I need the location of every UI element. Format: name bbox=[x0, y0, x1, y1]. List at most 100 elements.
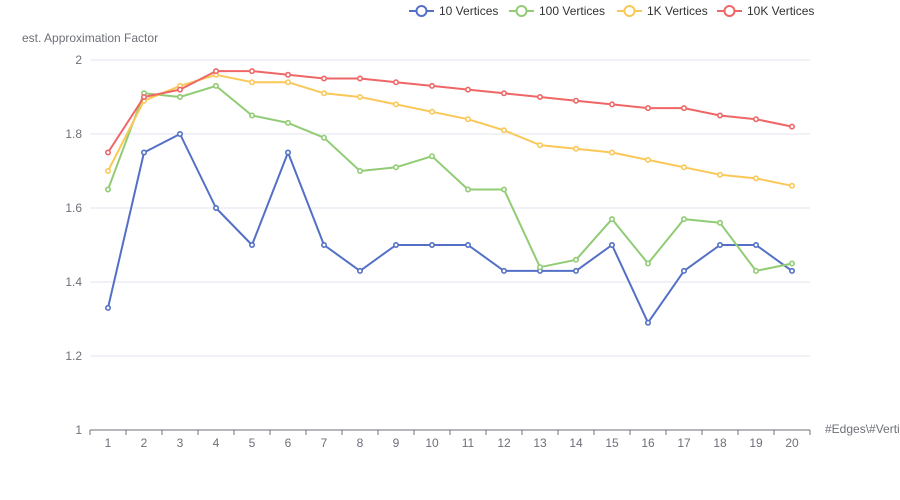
data-point[interactable] bbox=[536, 264, 543, 271]
legend[interactable]: 10 Vertices 100 Vertices 1K Vertices 10K Ve… bbox=[409, 4, 814, 18]
data-point[interactable] bbox=[644, 319, 651, 326]
data-point[interactable] bbox=[249, 68, 256, 75]
y-axis-title: est. Approximation Factor bbox=[22, 31, 158, 45]
x-tick-label: 8 bbox=[357, 436, 364, 450]
data-point[interactable] bbox=[608, 216, 615, 223]
data-point[interactable] bbox=[428, 108, 435, 115]
data-point[interactable] bbox=[644, 156, 651, 163]
data-point[interactable] bbox=[464, 186, 471, 193]
x-tick-label: 16 bbox=[641, 436, 655, 450]
x-tick-label: 1 bbox=[105, 436, 112, 450]
data-point[interactable] bbox=[177, 131, 184, 138]
legend-item[interactable]: 1K Vertices bbox=[617, 4, 708, 18]
data-point[interactable] bbox=[788, 267, 795, 274]
data-point[interactable] bbox=[752, 175, 759, 182]
data-point[interactable] bbox=[572, 97, 579, 104]
legend-marker-icon bbox=[415, 5, 428, 17]
data-point[interactable] bbox=[536, 142, 543, 149]
data-point[interactable] bbox=[788, 123, 795, 130]
data-point[interactable] bbox=[500, 267, 507, 274]
data-point[interactable] bbox=[680, 216, 687, 223]
series-lines bbox=[105, 68, 795, 326]
x-axis-title: #Edges\#Vertices bbox=[825, 422, 900, 436]
data-point[interactable] bbox=[428, 82, 435, 89]
data-point[interactable] bbox=[428, 242, 435, 249]
legend-item[interactable]: 10 Vertices bbox=[409, 4, 498, 18]
data-point[interactable] bbox=[213, 82, 220, 89]
data-point[interactable] bbox=[500, 127, 507, 134]
data-point[interactable] bbox=[105, 149, 112, 156]
data-point[interactable] bbox=[392, 164, 399, 171]
data-point[interactable] bbox=[177, 86, 184, 93]
legend-label: 100 Vertices bbox=[539, 4, 605, 18]
data-point[interactable] bbox=[356, 75, 363, 82]
data-point[interactable] bbox=[572, 145, 579, 152]
x-tick-label: 6 bbox=[285, 436, 292, 450]
legend-item[interactable]: 10K Vertices bbox=[717, 4, 814, 18]
data-point[interactable] bbox=[500, 90, 507, 97]
data-point[interactable] bbox=[356, 267, 363, 274]
data-point[interactable] bbox=[249, 242, 256, 249]
data-point[interactable] bbox=[105, 304, 112, 311]
data-point[interactable] bbox=[320, 90, 327, 97]
data-point[interactable] bbox=[464, 86, 471, 93]
data-point[interactable] bbox=[320, 75, 327, 82]
series-line bbox=[107, 70, 793, 154]
data-point[interactable] bbox=[500, 186, 507, 193]
x-tick-label: 2 bbox=[141, 436, 148, 450]
series-100-vertices bbox=[105, 82, 795, 274]
data-point[interactable] bbox=[464, 242, 471, 249]
legend-item[interactable]: 100 Vertices bbox=[509, 4, 605, 18]
y-tick-label: 1.4 bbox=[65, 275, 82, 289]
data-point[interactable] bbox=[752, 242, 759, 249]
data-point[interactable] bbox=[572, 267, 579, 274]
data-point[interactable] bbox=[249, 79, 256, 86]
data-point[interactable] bbox=[428, 153, 435, 160]
data-point[interactable] bbox=[716, 219, 723, 226]
data-point[interactable] bbox=[608, 242, 615, 249]
data-point[interactable] bbox=[213, 205, 220, 212]
x-tick-label: 20 bbox=[785, 436, 799, 450]
x-tick-label: 3 bbox=[177, 436, 184, 450]
data-point[interactable] bbox=[356, 168, 363, 175]
data-point[interactable] bbox=[177, 94, 184, 101]
data-point[interactable] bbox=[464, 116, 471, 123]
data-point[interactable] bbox=[716, 242, 723, 249]
y-tick-label: 1 bbox=[75, 423, 82, 437]
data-point[interactable] bbox=[284, 119, 291, 126]
data-point[interactable] bbox=[680, 105, 687, 112]
data-point[interactable] bbox=[644, 105, 651, 112]
data-point[interactable] bbox=[392, 242, 399, 249]
data-point[interactable] bbox=[320, 242, 327, 249]
series-10-vertices bbox=[105, 131, 795, 326]
y-tick-label: 1.6 bbox=[65, 201, 82, 215]
data-point[interactable] bbox=[788, 182, 795, 189]
data-point[interactable] bbox=[284, 149, 291, 156]
data-point[interactable] bbox=[608, 149, 615, 156]
data-point[interactable] bbox=[105, 186, 112, 193]
data-point[interactable] bbox=[716, 112, 723, 119]
data-point[interactable] bbox=[752, 267, 759, 274]
data-point[interactable] bbox=[572, 256, 579, 263]
data-point[interactable] bbox=[788, 260, 795, 267]
data-point[interactable] bbox=[608, 101, 615, 108]
data-point[interactable] bbox=[284, 79, 291, 86]
data-point[interactable] bbox=[392, 79, 399, 86]
x-tick-label: 10 bbox=[425, 436, 439, 450]
data-point[interactable] bbox=[680, 164, 687, 171]
data-point[interactable] bbox=[320, 134, 327, 141]
data-point[interactable] bbox=[716, 171, 723, 178]
data-point[interactable] bbox=[141, 149, 148, 156]
data-point[interactable] bbox=[249, 112, 256, 119]
data-point[interactable] bbox=[536, 94, 543, 101]
data-point[interactable] bbox=[680, 267, 687, 274]
data-point[interactable] bbox=[213, 68, 220, 75]
data-point[interactable] bbox=[141, 94, 148, 101]
data-point[interactable] bbox=[356, 94, 363, 101]
data-point[interactable] bbox=[644, 260, 651, 267]
data-point[interactable] bbox=[105, 168, 112, 175]
data-point[interactable] bbox=[752, 116, 759, 123]
data-point[interactable] bbox=[392, 101, 399, 108]
data-point[interactable] bbox=[284, 71, 291, 78]
